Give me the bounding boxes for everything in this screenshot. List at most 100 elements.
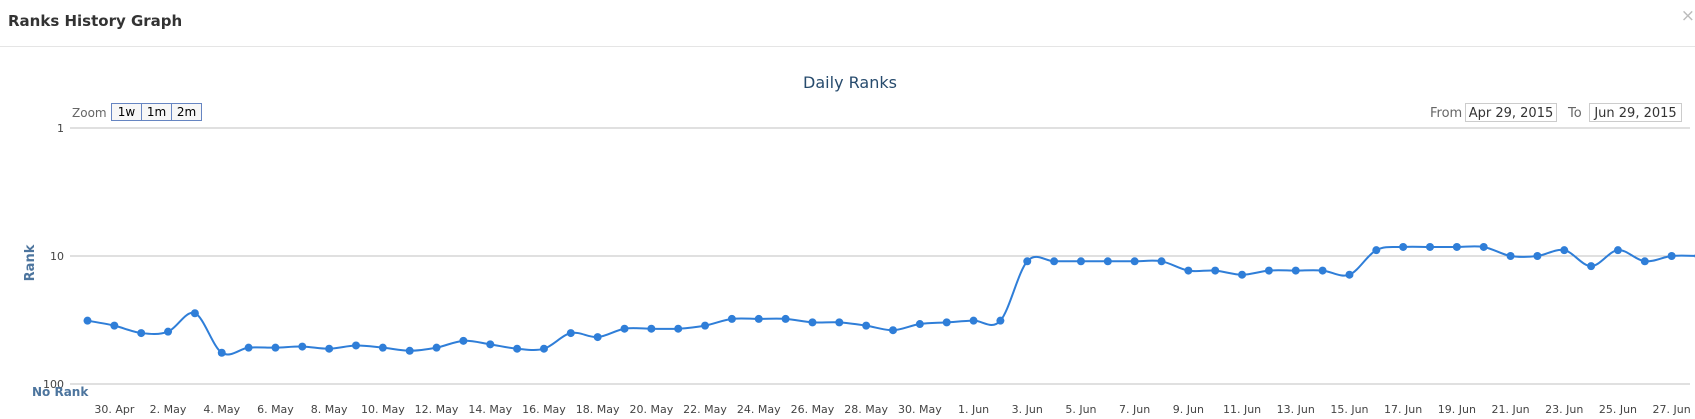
zoom-2m-button[interactable]: 2m bbox=[171, 103, 202, 121]
x-tick-label: 25. Jun bbox=[1599, 403, 1637, 416]
to-label: To bbox=[1567, 106, 1582, 121]
data-point[interactable] bbox=[1613, 246, 1622, 255]
x-tick-label: 1. Jun bbox=[958, 403, 989, 416]
data-point[interactable] bbox=[244, 343, 253, 352]
data-point[interactable] bbox=[1130, 257, 1139, 266]
data-point[interactable] bbox=[1587, 262, 1596, 271]
data-point[interactable] bbox=[1640, 257, 1649, 266]
data-point[interactable] bbox=[137, 329, 146, 338]
x-tick-label: 8. May bbox=[311, 403, 348, 416]
x-tick-label: 15. Jun bbox=[1330, 403, 1368, 416]
data-point[interactable] bbox=[1667, 252, 1676, 260]
x-tick-label: 21. Jun bbox=[1491, 403, 1529, 416]
data-point[interactable] bbox=[593, 333, 602, 342]
data-point[interactable] bbox=[889, 326, 897, 335]
data-point[interactable] bbox=[996, 316, 1005, 325]
modal-title: Ranks History Graph bbox=[8, 12, 183, 30]
data-point[interactable] bbox=[1211, 266, 1220, 275]
chart-title: Daily Ranks bbox=[803, 73, 897, 92]
to-date-value: Jun 29, 2015 bbox=[1593, 106, 1676, 121]
data-point[interactable] bbox=[620, 324, 629, 333]
series-line bbox=[87, 245, 1695, 356]
data-point[interactable] bbox=[1103, 257, 1112, 266]
data-point[interactable] bbox=[459, 336, 468, 345]
data-point[interactable] bbox=[701, 321, 710, 330]
data-point[interactable] bbox=[1023, 257, 1032, 266]
data-point[interactable] bbox=[1399, 242, 1408, 251]
y-tick-label: 1 bbox=[57, 122, 64, 135]
data-point[interactable] bbox=[110, 321, 119, 330]
data-point[interactable] bbox=[915, 320, 924, 329]
data-point[interactable] bbox=[1157, 257, 1166, 266]
data-point[interactable] bbox=[325, 344, 334, 353]
data-point[interactable] bbox=[1479, 242, 1488, 251]
data-point[interactable] bbox=[754, 314, 763, 323]
data-point[interactable] bbox=[1452, 242, 1461, 251]
zoom-label: Zoom bbox=[72, 106, 107, 120]
data-point[interactable] bbox=[1238, 270, 1247, 279]
x-tick-label: 16. May bbox=[522, 403, 566, 416]
data-point[interactable] bbox=[1264, 266, 1273, 275]
data-point[interactable] bbox=[1318, 266, 1327, 275]
x-tick-label: 28. May bbox=[844, 403, 888, 416]
x-tick-label: 27. Jun bbox=[1653, 403, 1691, 416]
data-point[interactable] bbox=[1076, 257, 1085, 266]
data-point[interactable] bbox=[217, 348, 226, 357]
data-point[interactable] bbox=[781, 314, 790, 323]
data-point[interactable] bbox=[1372, 246, 1381, 255]
data-point[interactable] bbox=[539, 344, 548, 353]
y-axis-title: Rank bbox=[23, 244, 38, 281]
data-point[interactable] bbox=[486, 340, 495, 349]
x-tick-label: 24. May bbox=[737, 403, 781, 416]
close-icon[interactable]: × bbox=[1680, 6, 1695, 26]
data-point[interactable] bbox=[1184, 266, 1193, 275]
x-tick-label: 7. Jun bbox=[1119, 403, 1150, 416]
data-point[interactable] bbox=[1291, 266, 1300, 275]
data-point[interactable] bbox=[1560, 246, 1569, 255]
y-tick-label: 10 bbox=[50, 250, 64, 263]
rank-chart: Daily Ranks Zoom 1w 1m 2m From Apr 29, 2… bbox=[23, 73, 1695, 416]
x-tick-label: 20. May bbox=[629, 403, 673, 416]
from-date-value: Apr 29, 2015 bbox=[1469, 106, 1554, 121]
data-point[interactable] bbox=[727, 314, 736, 323]
data-point[interactable] bbox=[271, 343, 280, 352]
data-point[interactable] bbox=[298, 342, 307, 351]
data-point[interactable] bbox=[969, 316, 978, 325]
data-point[interactable] bbox=[862, 321, 871, 330]
x-tick-label: 30. May bbox=[898, 403, 942, 416]
data-point[interactable] bbox=[1533, 252, 1542, 260]
data-point[interactable] bbox=[405, 346, 414, 355]
x-tick-label: 10. May bbox=[361, 403, 405, 416]
data-point[interactable] bbox=[835, 318, 844, 327]
to-date-input[interactable]: Jun 29, 2015 bbox=[1589, 103, 1682, 122]
data-point[interactable] bbox=[83, 316, 92, 325]
data-point[interactable] bbox=[378, 343, 387, 352]
data-point[interactable] bbox=[1345, 270, 1354, 279]
data-point[interactable] bbox=[432, 343, 441, 352]
data-point[interactable] bbox=[566, 329, 575, 338]
x-tick-label: 17. Jun bbox=[1384, 403, 1422, 416]
x-tick-label: 14. May bbox=[468, 403, 512, 416]
data-point[interactable] bbox=[647, 324, 656, 333]
data-point[interactable] bbox=[1506, 252, 1515, 260]
modal-header: Ranks History Graph × bbox=[0, 0, 1695, 47]
data-point[interactable] bbox=[352, 341, 360, 350]
zoom-1m-label: 1m bbox=[147, 105, 166, 119]
data-point[interactable] bbox=[942, 318, 951, 327]
data-point[interactable] bbox=[190, 309, 199, 318]
from-date-input[interactable]: Apr 29, 2015 bbox=[1465, 103, 1557, 122]
x-tick-label: 19. Jun bbox=[1438, 403, 1476, 416]
data-point[interactable] bbox=[164, 327, 173, 336]
y-tick-label: 100 bbox=[43, 378, 64, 391]
data-point[interactable] bbox=[1050, 257, 1059, 266]
x-tick-label: 6. May bbox=[257, 403, 294, 416]
x-tick-labels: 30. Apr 2. May 4. May 6. May 8. May 10. May 12… bbox=[94, 403, 1691, 416]
data-point[interactable] bbox=[674, 324, 683, 333]
data-point[interactable] bbox=[808, 318, 817, 327]
data-point[interactable] bbox=[513, 344, 522, 353]
series-group bbox=[83, 242, 1695, 357]
zoom-1w-button[interactable]: 1w bbox=[111, 103, 142, 121]
x-tick-label: 5. Jun bbox=[1065, 403, 1096, 416]
data-point[interactable] bbox=[1426, 242, 1434, 251]
zoom-1m-button[interactable]: 1m bbox=[141, 103, 172, 121]
